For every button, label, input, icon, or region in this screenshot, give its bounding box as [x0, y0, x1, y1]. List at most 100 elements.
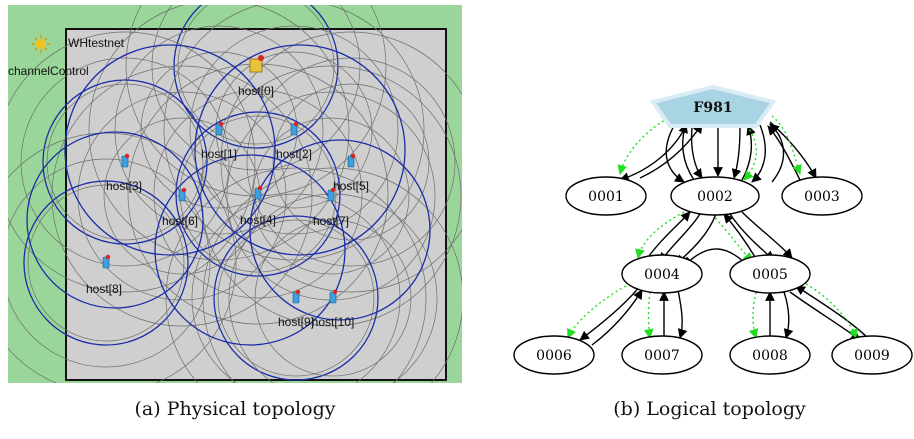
node-0006: 0006	[513, 335, 595, 375]
host-node: host[3]	[106, 153, 142, 193]
transmission-range-circle	[249, 139, 431, 321]
transmission-range-circle	[213, 215, 379, 381]
channel-control-label: channelControl	[8, 64, 89, 78]
edge-0004-0006	[579, 285, 641, 341]
edge-0005-0009-dotted	[805, 283, 858, 339]
edge-0005-0008	[783, 291, 794, 339]
node-label: 0009	[854, 348, 890, 364]
host-node: host[0]	[238, 55, 274, 98]
host-label: host[0]	[238, 84, 274, 98]
transmission-range-circle	[154, 154, 346, 346]
host-nodes: host[0] host[1] host[2] host[3] host[4] host[…	[86, 55, 369, 329]
edge-0004-0007	[677, 289, 688, 339]
node-label: 0005	[752, 267, 788, 283]
node-0008: 0008	[729, 335, 811, 375]
edge-0003-f981	[767, 125, 801, 181]
device-icon	[327, 187, 336, 202]
edge-f981-0002-d	[731, 127, 742, 179]
logical-topology-panel: F981 0001 0002 0003 0004 0005 0006 000	[513, 84, 913, 375]
host-node: host[7]	[313, 187, 349, 228]
interference-range-circle	[8, 31, 256, 293]
server-icon	[249, 55, 264, 73]
host-label: host[4]	[240, 213, 276, 227]
edge-0002-0005-b	[741, 211, 793, 259]
host-node: host[2]	[276, 121, 312, 161]
host-node: host[9]	[278, 289, 314, 329]
node-label: 0004	[644, 267, 680, 283]
node-0002: 0002	[670, 176, 760, 216]
transmission-range-circle	[23, 180, 189, 346]
host-node: host[4]	[240, 185, 276, 227]
device-icon	[290, 121, 299, 136]
device-icon	[329, 289, 338, 304]
interference-range-circle	[200, 65, 462, 327]
device-icon	[178, 187, 187, 202]
edge-0005-0008-dotted	[748, 291, 759, 339]
interference-range-circle	[189, 25, 399, 235]
edge-f981-0002-a	[665, 123, 685, 183]
edge-f981-0003-dotted	[771, 115, 802, 175]
host-label: host[8]	[86, 282, 122, 296]
edge-0004-0006-dotted	[567, 285, 627, 339]
physical-topology-panel: host[0] host[1] host[2] host[3] host[4] host[…	[8, 5, 462, 383]
interference-range-circle	[20, 57, 230, 267]
edge-0009-0005	[795, 285, 871, 341]
host-label: host[7]	[313, 214, 349, 228]
interference-range-circle	[114, 25, 324, 235]
interference-range-circle	[46, 83, 204, 241]
interference-range-circle	[153, 89, 363, 299]
interference-range-circle	[252, 117, 410, 275]
edge-0005-0004	[683, 248, 745, 267]
logical-topology-caption: (b) Logical topology	[613, 398, 806, 420]
host-label: host[1]	[201, 147, 237, 161]
interference-range-circle	[220, 31, 462, 293]
host-label: host[9]	[278, 315, 314, 329]
network-title: WHtestnet	[68, 36, 125, 50]
interference-range-circle	[191, 193, 401, 383]
interference-range-circle	[163, 5, 425, 261]
edge-f981-0002-dotted	[739, 117, 758, 181]
edge-f981-0002-b	[690, 127, 703, 179]
node-0009: 0009	[831, 335, 913, 375]
host-label: host[6]	[162, 214, 198, 228]
interference-range-circle	[202, 167, 462, 383]
interference-range-circle	[151, 5, 361, 171]
interference-range-circle	[254, 219, 412, 377]
interference-range-circle	[8, 158, 211, 368]
host-label: host[2]	[276, 147, 312, 161]
edge-0002-f981-b	[741, 125, 756, 181]
transmission-range-circle	[26, 131, 204, 309]
interference-range-circle	[217, 219, 375, 377]
transmission-range-circle	[194, 44, 406, 256]
root-node: F981	[649, 84, 777, 128]
physical-topology-caption: (a) Physical topology	[134, 398, 336, 420]
host-node: host[1]	[201, 121, 237, 161]
edge-0005-0009	[789, 291, 861, 341]
channel-control: channelControl	[8, 35, 89, 78]
edge-0004-0002	[645, 211, 691, 261]
host-node: host[8]	[86, 254, 122, 296]
edge-0001-f981	[639, 123, 703, 179]
node-0007: 0007	[621, 335, 703, 375]
edge-layer	[567, 115, 871, 346]
transmission-range-circle	[64, 44, 276, 256]
transmission-range-circle	[42, 79, 208, 245]
interference-range-circle	[88, 5, 350, 261]
root-node-label: F981	[693, 100, 732, 116]
sun-icon	[32, 35, 50, 53]
interference-range-circle	[27, 184, 185, 342]
node-label: 0007	[644, 348, 680, 364]
host-node: host[5]	[333, 153, 369, 193]
device-icon	[347, 153, 356, 168]
node-label: 0003	[804, 189, 840, 205]
edge-0002-0005-dotted	[711, 213, 753, 263]
node-label: 0002	[697, 189, 733, 205]
edge-0004-0007-dotted	[643, 291, 654, 339]
node-0005: 0005	[729, 254, 811, 294]
edge-0005-0002	[723, 213, 759, 263]
host-label: host[10]	[312, 315, 355, 329]
edge-0002-f981-a	[678, 123, 695, 181]
interference-range-circle	[165, 167, 427, 383]
host-label: host[5]	[333, 179, 369, 193]
